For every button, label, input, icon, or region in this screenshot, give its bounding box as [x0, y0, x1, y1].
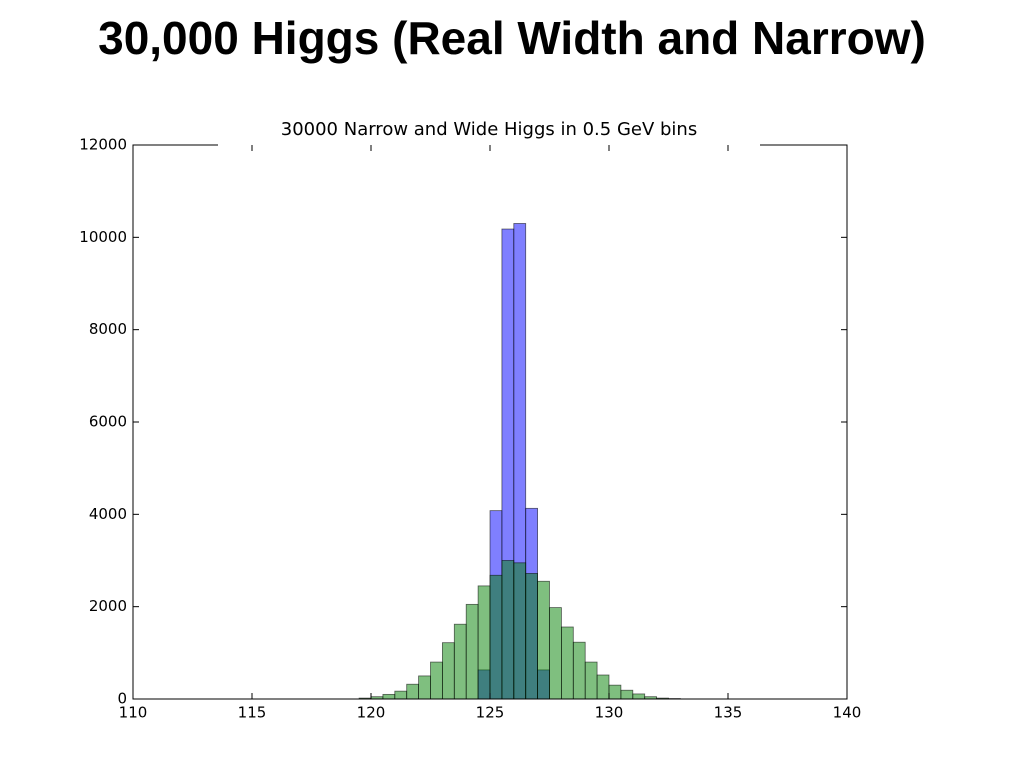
- histogram-bar: [501, 560, 515, 700]
- histogram-bar: [382, 693, 396, 700]
- histogram-bar: [441, 642, 455, 700]
- y-tick-label: 10000: [79, 228, 127, 246]
- title-background: [218, 116, 760, 146]
- histogram-bar: [406, 683, 420, 700]
- y-tick-label: 4000: [89, 505, 127, 523]
- histogram-bar: [489, 574, 503, 700]
- y-tick-label: 0: [117, 690, 127, 708]
- histogram-bar: [465, 603, 479, 700]
- y-tick-label: 6000: [89, 413, 127, 431]
- histogram-bar: [572, 641, 586, 700]
- histogram-bar: [632, 693, 646, 700]
- y-tick-label: 8000: [89, 320, 127, 338]
- bars: [358, 223, 681, 700]
- x-tick-label: 125: [476, 704, 505, 722]
- x-tick-label: 115: [238, 704, 267, 722]
- histogram-bar: [513, 562, 527, 700]
- histogram-bar: [418, 675, 431, 700]
- y-tick-label: 12000: [79, 136, 127, 154]
- histogram-bar: [620, 689, 634, 700]
- x-tick-label: 130: [595, 704, 624, 722]
- y-tick-label: 2000: [89, 597, 127, 615]
- histogram-bar: [525, 573, 539, 700]
- histogram-bar: [608, 684, 622, 700]
- histogram-bar: [584, 661, 598, 700]
- chart-title: 30000 Narrow and Wide Higgs in 0.5 GeV b…: [281, 119, 697, 140]
- x-tick-label: 140: [833, 704, 862, 722]
- histogram-bar: [453, 623, 467, 700]
- histogram-bar: [430, 661, 443, 700]
- x-tick-label: 135: [714, 704, 743, 722]
- histogram-bar: [549, 607, 562, 700]
- x-tick-label: 110: [119, 704, 148, 722]
- x-tick-label: 120: [357, 704, 386, 722]
- histogram-bar: [596, 674, 610, 700]
- histogram-bar: [477, 585, 491, 700]
- histogram-bar: [561, 626, 574, 700]
- histogram-bar: [394, 690, 408, 700]
- histogram-bar: [537, 580, 550, 700]
- slide-title: 30,000 Higgs (Real Width and Narrow): [98, 12, 926, 64]
